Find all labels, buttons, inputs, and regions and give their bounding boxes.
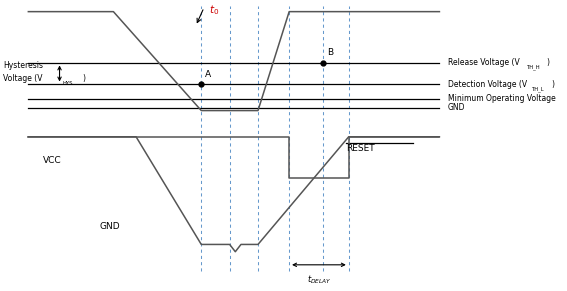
Text: VCC: VCC xyxy=(43,156,61,164)
Text: ): ) xyxy=(83,74,86,83)
Text: TH_L: TH_L xyxy=(532,86,544,92)
Text: $t_{DELAY}$: $t_{DELAY}$ xyxy=(307,274,331,286)
Text: $t_0$: $t_0$ xyxy=(209,3,219,17)
Text: ): ) xyxy=(551,80,554,89)
Text: GND: GND xyxy=(448,103,466,112)
Text: ): ) xyxy=(546,58,549,67)
Text: TH_H: TH_H xyxy=(527,64,540,70)
Text: Detection Voltage (V: Detection Voltage (V xyxy=(448,80,527,89)
Text: Minimum Operating Voltage: Minimum Operating Voltage xyxy=(448,95,556,103)
Text: A: A xyxy=(205,70,211,79)
Text: RESET: RESET xyxy=(346,144,374,153)
Text: Voltage (V: Voltage (V xyxy=(3,74,43,83)
Text: Release Voltage (V: Release Voltage (V xyxy=(448,58,520,67)
Text: B: B xyxy=(327,48,333,57)
Text: Hysteresis: Hysteresis xyxy=(3,61,43,70)
Text: GND: GND xyxy=(99,223,120,231)
Text: HYS: HYS xyxy=(62,81,73,86)
